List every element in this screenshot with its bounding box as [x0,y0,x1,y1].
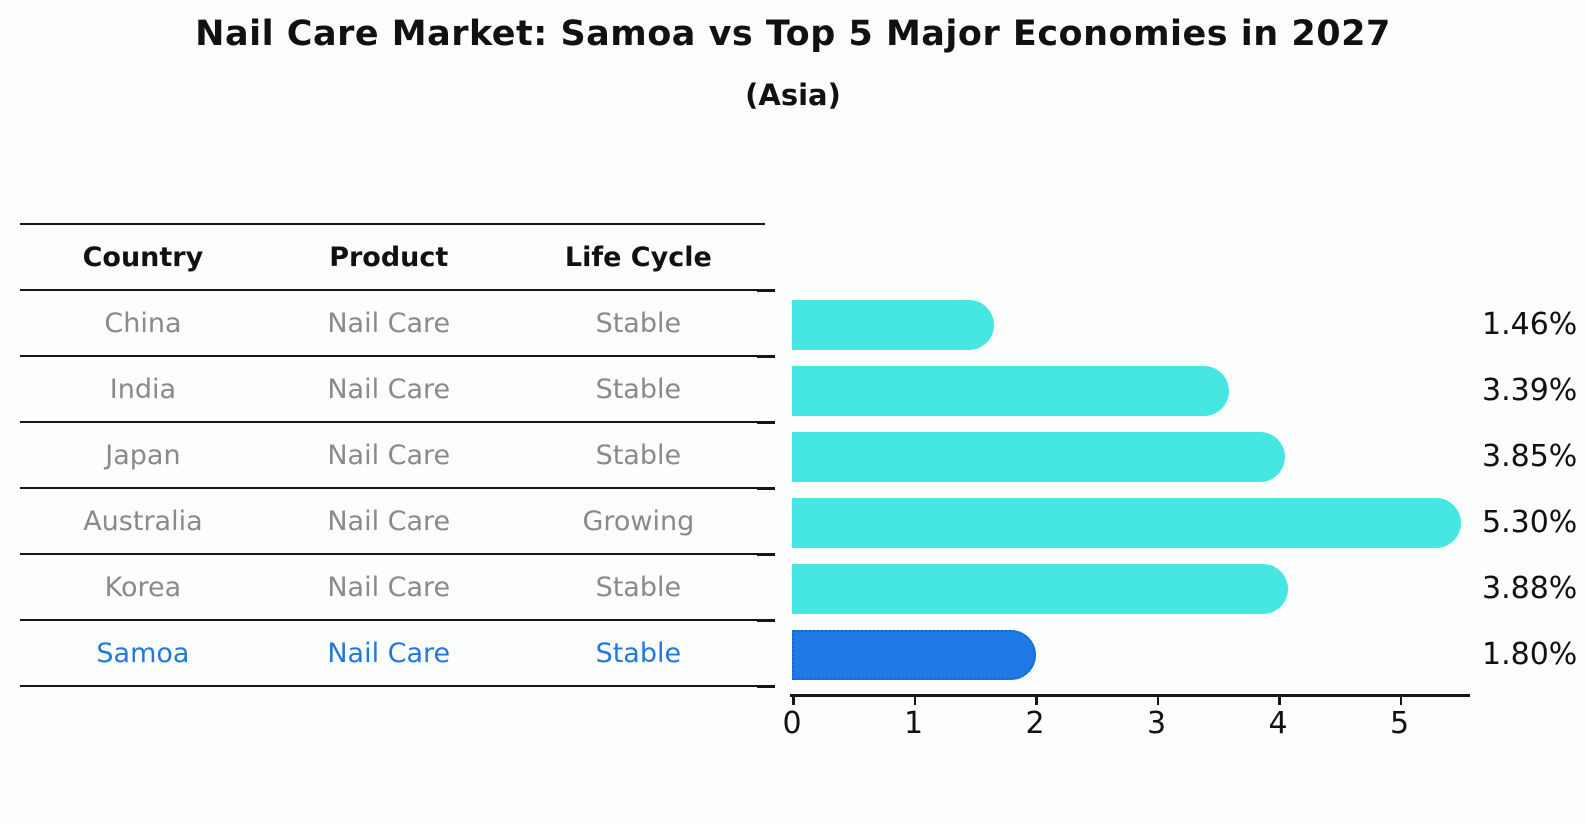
x-axis-tick-label: 1 [903,706,924,741]
table-row-australia: Australia Nail Care Growing [20,489,765,555]
cell-life-cycle: Stable [595,571,682,603]
bar-india [792,366,1229,416]
cell-life-cycle: Stable [595,637,682,669]
x-axis-tick-mark [1399,696,1402,705]
cell-product: Nail Care [327,637,451,669]
y-axis-tick [757,487,775,490]
value-label-samoa: 1.80% [1482,637,1578,672]
value-label-japan: 3.85% [1482,439,1578,474]
table-header-row: Country Product Life Cycle [20,225,765,291]
bar-australia [792,498,1461,548]
x-axis-tick-mark [913,696,916,705]
y-axis-tick [757,553,775,556]
bar-korea [792,564,1288,614]
value-label-china: 1.46% [1482,307,1578,342]
bar-japan [792,432,1285,482]
cell-product: Nail Care [327,505,451,537]
x-axis-tick-mark [1035,696,1038,705]
cell-product: Nail Care [327,571,451,603]
x-axis-tick-label: 3 [1146,706,1167,741]
x-axis-tick-mark [1156,696,1159,705]
column-header-country: Country [82,241,204,273]
column-header-life-cycle: Life Cycle [564,241,712,273]
y-axis-tick [757,619,775,622]
cell-life-cycle: Growing [582,505,695,537]
cell-life-cycle: Stable [595,373,682,405]
cell-country: Australia [83,505,203,537]
column-header-product: Product [329,241,449,273]
y-axis-tick [757,289,775,292]
table-row-china: China Nail Care Stable [20,291,765,357]
cell-country: Samoa [96,637,190,669]
value-label-india: 3.39% [1482,373,1578,408]
x-axis-tick-mark [1278,696,1281,705]
bar-samoa [792,630,1036,680]
table-row-korea: Korea Nail Care Stable [20,555,765,621]
value-label-korea: 3.88% [1482,571,1578,606]
table-body: China Nail Care Stable India Nail Care Stable… [20,291,765,687]
cell-country: Japan [105,439,181,471]
cell-product: Nail Care [327,373,451,405]
chart-subtitle: (Asia) [745,78,841,112]
table-row-japan: Japan Nail Care Stable [20,423,765,489]
table-row-samoa: Samoa Nail Care Stable [20,621,765,687]
x-axis-tick-mark [792,696,795,705]
x-axis-line [790,694,1470,697]
data-table: Country Product Life Cycle China Nail Car… [20,223,765,687]
cell-country: Korea [104,571,182,603]
chart-title: Nail Care Market: Samoa vs Top 5 Major E… [195,14,1391,54]
x-axis-tick-label: 4 [1268,706,1288,741]
cell-country: India [109,373,177,405]
bar-china [792,300,994,350]
cell-country: China [104,307,182,339]
x-axis-tick-label: 5 [1389,706,1410,741]
cell-product: Nail Care [327,307,451,339]
x-axis-tick-label: 0 [782,706,802,741]
x-axis-tick-label: 2 [1025,706,1045,741]
table-row-india: India Nail Care Stable [20,357,765,423]
cell-product: Nail Care [327,439,451,471]
value-label-australia: 5.30% [1482,505,1578,540]
y-axis-tick [757,355,775,358]
cell-life-cycle: Stable [595,439,682,471]
cell-life-cycle: Stable [595,307,682,339]
y-axis-tick [757,685,775,688]
y-axis-tick [757,421,775,424]
